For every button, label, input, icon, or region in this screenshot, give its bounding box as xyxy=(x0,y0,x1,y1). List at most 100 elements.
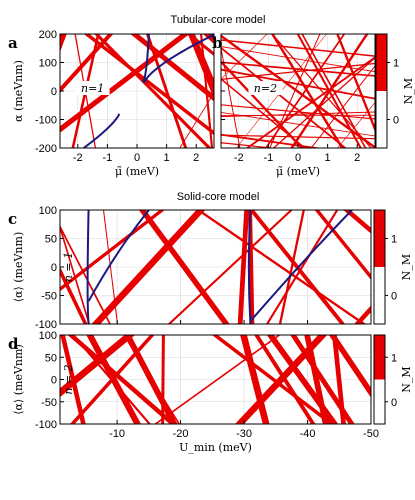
band-stripe xyxy=(60,34,190,133)
band-stripe xyxy=(332,335,346,424)
y-tick-label: 0 xyxy=(51,262,57,274)
colorbar-label: N_M xyxy=(402,78,415,104)
band-stripe xyxy=(221,68,375,100)
band-stripe xyxy=(123,335,181,424)
panel-label: d xyxy=(8,335,19,353)
band-stripe xyxy=(167,210,293,324)
x-axis-label: U_min (meV) xyxy=(179,441,252,454)
colorbar-tick-label: 0 xyxy=(391,291,397,303)
band-stripe xyxy=(67,335,177,424)
y-axis-label: α (meVnm) xyxy=(12,60,25,122)
band-stripe xyxy=(245,56,375,148)
x-axis-label: μ̃ (meV) xyxy=(115,165,159,178)
band-stripe xyxy=(0,330,3,429)
x-tick-label: -20 xyxy=(173,428,189,440)
boundary-curve xyxy=(143,34,214,83)
boundary-curve xyxy=(86,210,90,324)
colorbar-high xyxy=(374,335,385,380)
x-axis-label: μ̃ (meV) xyxy=(276,165,320,178)
x-tick-label: -2 xyxy=(234,152,244,164)
band-stripe xyxy=(221,134,375,140)
band-stripe xyxy=(60,335,86,424)
y-axis-label: ⟨α⟩ (meVnm) xyxy=(12,344,25,415)
y-tick-label: 50 xyxy=(45,352,57,364)
x-tick-label: -2 xyxy=(73,152,83,164)
colorbar-tick-label: 1 xyxy=(391,234,397,246)
colorbar-tick-label: 1 xyxy=(393,58,399,70)
band-stripe xyxy=(32,29,37,153)
colorbar-label: N_M xyxy=(400,254,413,280)
band-stripe xyxy=(249,210,346,324)
band-stripe xyxy=(145,34,188,148)
band-stripe xyxy=(328,335,371,398)
band-stripe xyxy=(264,34,346,148)
colorbar-low xyxy=(376,91,387,148)
solid-header: Solid-core model xyxy=(177,191,260,203)
y-tick-label: 200 xyxy=(39,29,57,41)
x-tick-label: -30 xyxy=(236,428,252,440)
band-stripe xyxy=(237,210,250,324)
band-stripe xyxy=(221,60,304,148)
band-stripe xyxy=(221,39,375,57)
y-tick-label: 0 xyxy=(51,375,57,387)
n-annotation: n=2 xyxy=(254,82,277,95)
y-tick-label: -100 xyxy=(35,419,57,431)
panel-label: c xyxy=(8,210,17,228)
x-tick-label: -40 xyxy=(300,428,316,440)
y-tick-label: -100 xyxy=(35,115,57,127)
band-stripe xyxy=(310,65,375,148)
band-stripe xyxy=(60,266,88,324)
colorbar-low xyxy=(374,379,385,424)
band-stripe xyxy=(221,78,307,148)
y-tick-label: -200 xyxy=(35,143,57,155)
x-tick-label: 1 xyxy=(325,152,331,164)
panel-a: -2 -1 0 1 2 -200 -100 0 100 200 μ̃ (meV) α (meVnm) a… xyxy=(8,29,215,178)
y-tick-label: 100 xyxy=(39,58,57,70)
band-stripe xyxy=(83,34,214,136)
annotation-background xyxy=(248,81,283,95)
band-stripe xyxy=(221,142,278,148)
y-tick-label: -100 xyxy=(35,319,57,331)
x-tick-label: -50 xyxy=(363,428,379,440)
x-tick-label: -1 xyxy=(102,152,112,164)
n-annotation: n = 2 xyxy=(62,364,75,394)
colorbar-high xyxy=(376,34,387,91)
y-tick-label: 0 xyxy=(51,86,57,98)
panel-label: b xyxy=(212,34,223,52)
colorbar: 1 0N_M xyxy=(373,209,413,325)
band-stripe xyxy=(102,210,119,324)
y-tick-label: -50 xyxy=(41,397,57,409)
boundary-curve xyxy=(142,34,150,83)
band-stripe xyxy=(221,111,375,118)
band-stripe xyxy=(235,335,328,424)
band-stripe xyxy=(221,62,375,81)
colorbar-low xyxy=(374,267,385,324)
band-stripe xyxy=(91,210,206,324)
colorbar-frame xyxy=(373,334,386,425)
n-annotation: n=1 xyxy=(81,82,104,95)
boundary-curve xyxy=(247,210,252,324)
y-tick-label: 100 xyxy=(39,205,57,217)
x-tick-label: 0 xyxy=(134,152,140,164)
colorbar: 1 0N_M xyxy=(373,334,413,425)
band-stripe xyxy=(60,335,136,398)
band-stripe xyxy=(240,335,270,424)
tubular-header: Tubular-core model xyxy=(171,14,266,26)
band-stripe xyxy=(186,34,214,57)
band-stripe xyxy=(271,34,372,148)
y-tick-label: 50 xyxy=(45,234,57,246)
band-stripe xyxy=(314,210,371,280)
band-stripe xyxy=(187,34,214,96)
x-tick-label: 1 xyxy=(164,152,170,164)
x-tick-label: -1 xyxy=(263,152,273,164)
band-stripe xyxy=(336,34,375,133)
band-stripe xyxy=(60,34,114,94)
band-stripe xyxy=(60,34,67,53)
colorbar-high xyxy=(374,210,385,267)
band-stripe xyxy=(270,34,344,148)
x-tick-label: 2 xyxy=(193,152,199,164)
plot-area xyxy=(32,29,214,153)
